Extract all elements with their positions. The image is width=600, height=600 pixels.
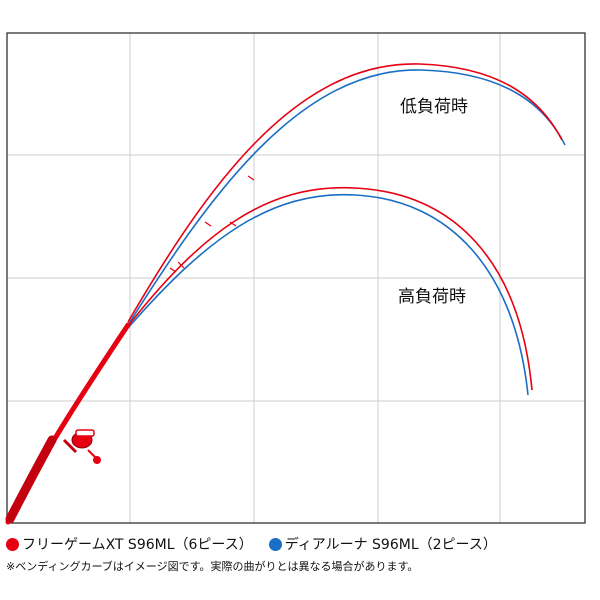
legend-item-dialuna: ディアルーナ S96ML（2ピース） <box>268 534 497 554</box>
curve-low-load-red <box>127 63 563 323</box>
curve-low-load-blue <box>127 69 566 326</box>
rod-grip <box>5 435 57 524</box>
disclaimer-note: ※ベンディングカーブはイメージ図です。実際の曲がりとは異なる場合があります。 <box>6 560 419 573</box>
legend-item-freegame: フリーゲームXT S96ML（6ピース） <box>6 534 253 554</box>
high-load-label: 高負荷時 <box>398 287 466 307</box>
curve-high-load-blue <box>127 193 529 396</box>
grid <box>7 33 585 523</box>
diagram-border <box>6 32 586 524</box>
curve-high-load-red <box>127 186 533 391</box>
rod-guides <box>169 175 255 273</box>
legend-dot-blue <box>268 537 282 551</box>
legend-label-freegame: フリーゲームXT S96ML（6ピース） <box>22 537 253 553</box>
legend-label-dialuna: ディアルーナ S96ML（2ピース） <box>284 537 497 553</box>
low-load-label: 低負荷時 <box>400 97 468 117</box>
reel-icon <box>62 429 101 464</box>
legend: フリーゲームXT S96ML（6ピース） ディアルーナ S96ML（2ピース） <box>6 533 513 555</box>
legend-dot-red <box>6 537 19 551</box>
